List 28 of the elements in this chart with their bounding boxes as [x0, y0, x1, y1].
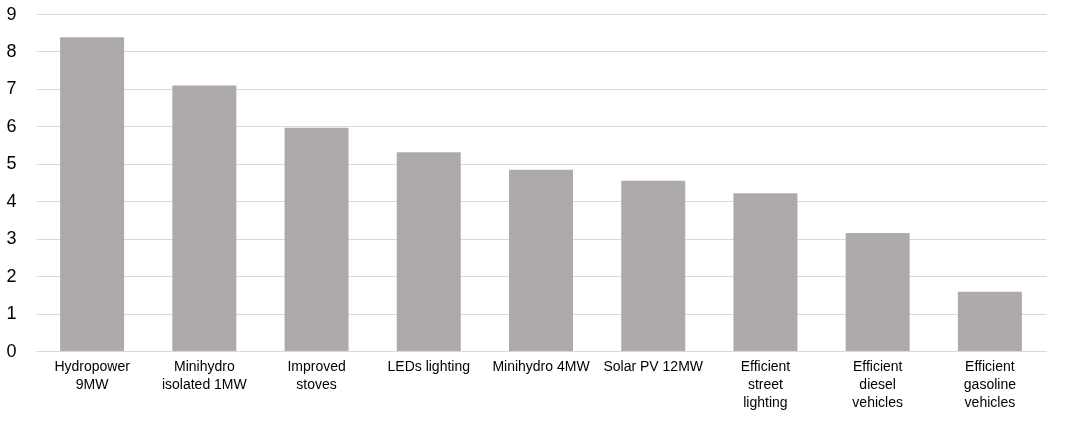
y-tick-label: 7 — [6, 78, 17, 99]
x-tick-label: Solar PV 12MW — [603, 357, 704, 374]
bar — [60, 37, 125, 351]
y-tick-label: 2 — [6, 265, 17, 286]
y-tick-label: 4 — [6, 190, 17, 211]
bar — [396, 152, 461, 351]
x-tick-label: Efficient gasoline vehicles — [963, 357, 1017, 410]
bar — [284, 127, 349, 351]
y-tick-label: 3 — [6, 228, 17, 249]
x-tick-label: Efficient street lighting — [740, 357, 791, 410]
x-tick-label: Efficient diesel vehicles — [852, 357, 903, 410]
x-tick-label: Improved stoves — [287, 357, 346, 392]
y-tick-label: 0 — [6, 340, 17, 361]
y-tick-label: 1 — [6, 303, 17, 324]
x-tick-label: LEDs lighting — [387, 357, 471, 374]
bar — [172, 85, 237, 351]
x-tick-label: Minihydro 4MW — [492, 357, 591, 374]
y-tick-label: 9 — [6, 3, 17, 24]
bar — [845, 233, 910, 351]
bar — [957, 291, 1022, 351]
bar — [733, 193, 798, 351]
y-tick-label: 8 — [6, 40, 17, 61]
bar — [509, 169, 573, 351]
x-tick-label: Hydropower 9MW — [54, 357, 131, 392]
x-tick-label: Minihydro isolated 1MW — [161, 357, 248, 392]
y-tick-label: 5 — [6, 153, 17, 174]
y-tick-label: 6 — [6, 115, 17, 136]
bar — [621, 180, 686, 351]
